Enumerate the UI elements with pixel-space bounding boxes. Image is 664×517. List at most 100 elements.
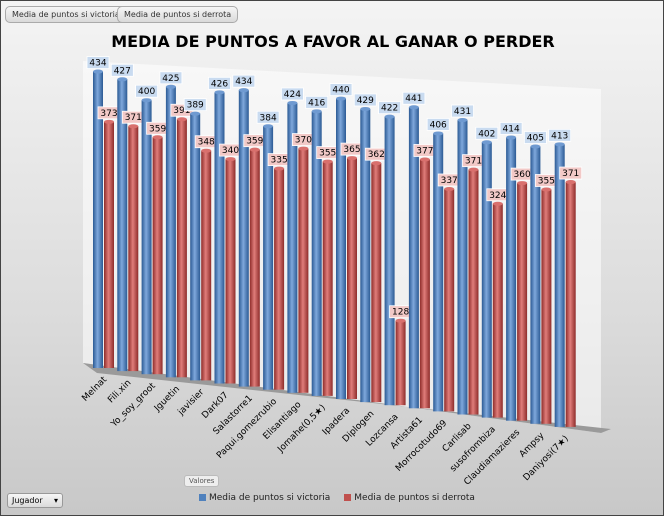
data-label: 359 [246, 137, 263, 147]
filter-button-derrota[interactable]: Media de puntos si derrota [117, 6, 239, 23]
bar-cap [287, 100, 298, 105]
bar-cap [395, 318, 406, 323]
data-label: 431 [454, 107, 471, 117]
bar-victoria [190, 113, 201, 381]
bar-cap [492, 201, 503, 206]
data-label: 400 [138, 87, 155, 97]
data-label: 377 [416, 146, 433, 156]
bar-victoria [408, 107, 419, 409]
bar-cap [311, 109, 322, 114]
bar-victoria [360, 108, 371, 403]
bar-cap [541, 187, 552, 192]
bar-derrota [225, 159, 236, 384]
data-label: 434 [89, 59, 106, 69]
bar-cap [201, 148, 212, 153]
data-label: 406 [430, 120, 447, 130]
legend-swatch [199, 494, 206, 501]
bar-derrota [395, 320, 406, 406]
bar-victoria [311, 111, 322, 396]
data-label: 384 [260, 113, 277, 123]
bar-cap [263, 124, 274, 129]
bar-cap [176, 117, 187, 122]
bar-derrota [128, 126, 139, 372]
bar-cap [360, 106, 371, 111]
bar-cap [565, 180, 576, 185]
data-label: 434 [235, 77, 252, 87]
data-label-box [402, 91, 426, 105]
bar-cap [152, 135, 163, 140]
bar-derrota [419, 159, 430, 409]
bar-cap [468, 167, 479, 172]
bar-victoria [287, 102, 298, 393]
bar-cap [225, 157, 236, 162]
bar-victoria [117, 79, 128, 372]
category-label: Melnat [80, 375, 109, 404]
legend-item-victoria: Media de puntos si victoria [199, 493, 330, 503]
bar-cap [457, 118, 468, 123]
data-label: 413 [551, 131, 568, 141]
bar-victoria [481, 142, 492, 418]
bar-victoria [165, 86, 176, 378]
bar-victoria [214, 92, 225, 384]
bar-cap [481, 140, 492, 145]
data-label: 355 [538, 177, 555, 187]
bar-cap [336, 96, 346, 101]
data-label-box [475, 126, 499, 140]
bar-cap [214, 90, 225, 95]
data-label: 441 [405, 94, 422, 104]
data-label: 335 [271, 156, 288, 166]
chevron-down-icon: ▾ [53, 496, 58, 505]
bar-cap [298, 146, 309, 151]
bar-cap [347, 156, 357, 161]
bar-cap [249, 147, 260, 152]
bar-cap [141, 98, 152, 103]
valores-field-button[interactable]: Valores [184, 475, 220, 487]
bar-cap [117, 77, 128, 82]
bar-derrota [517, 183, 528, 421]
legend-item-derrota: Media de puntos si derrota [344, 493, 475, 503]
bar-victoria [336, 98, 346, 399]
bar-victoria [263, 126, 274, 390]
data-label: 370 [295, 136, 312, 146]
data-label: 440 [332, 86, 349, 96]
bar-cap [93, 69, 103, 74]
data-label: 429 [357, 96, 374, 106]
bar-derrota [371, 163, 382, 403]
data-label: 362 [368, 150, 385, 160]
bar-victoria [141, 100, 152, 375]
data-label-box [110, 63, 134, 77]
bar-cap [554, 142, 565, 147]
bar-derrota [347, 158, 357, 399]
data-label-box [499, 122, 523, 135]
bar-cap [408, 105, 419, 110]
bar-derrota [176, 119, 187, 378]
legend-label: Media de puntos si victoria [209, 493, 331, 503]
data-label-box [305, 95, 329, 109]
bar-victoria [384, 116, 395, 406]
data-label: 427 [114, 66, 131, 76]
bar-derrota [492, 203, 503, 418]
data-label: 425 [162, 74, 179, 84]
chart-title: MEDIA DE PUNTOS A FAVOR AL GANAR O PERDE… [111, 32, 555, 51]
data-label: 324 [489, 191, 506, 201]
bar-derrota [468, 169, 479, 415]
bar-derrota [249, 149, 260, 387]
bar-cap [384, 114, 395, 119]
data-label-box [426, 118, 450, 131]
data-label: 359 [149, 124, 166, 134]
data-label: 424 [284, 90, 301, 100]
data-label: 405 [527, 134, 544, 144]
bar-cap [506, 135, 517, 140]
data-label: 426 [211, 79, 228, 89]
data-label-box [329, 83, 353, 96]
jugador-dropdown[interactable]: Jugador ▾ [7, 493, 63, 508]
bar-derrota [541, 189, 552, 424]
legend-label: Media de puntos si derrota [354, 493, 475, 503]
bar-cap [517, 181, 528, 186]
data-label: 371 [125, 113, 142, 123]
bar-derrota [201, 150, 212, 381]
data-label: 348 [198, 138, 215, 148]
data-label-box [232, 74, 256, 88]
bar-cap [128, 124, 139, 129]
